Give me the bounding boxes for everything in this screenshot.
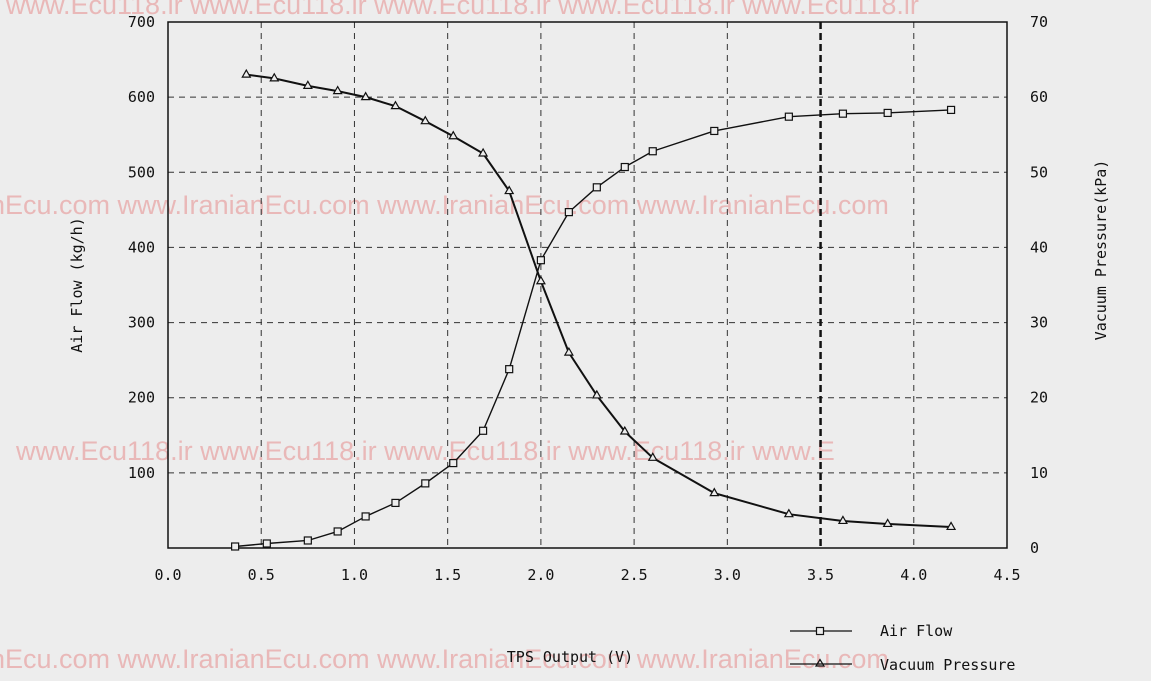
vacuum-data-point xyxy=(390,100,401,110)
vacuum-data-point xyxy=(241,68,252,78)
airflow-data-point xyxy=(449,458,458,468)
airflow-series-line xyxy=(235,109,952,548)
vacuum-data-point xyxy=(882,518,893,528)
y2-tick-label: 60 xyxy=(1030,88,1048,106)
x-tick-label: 1.5 xyxy=(434,566,461,584)
legend: Air Flow Vacuum Pressure xyxy=(790,622,1015,674)
vacuum-data-point xyxy=(563,346,574,356)
vacuum-data-point xyxy=(783,508,794,518)
airflow-data-point xyxy=(391,498,400,508)
vacuum-data-point xyxy=(420,115,431,125)
y2-tick-label: 40 xyxy=(1030,238,1048,256)
airflow-data-point xyxy=(648,147,657,156)
legend-label-vacuum: Vacuum Pressure xyxy=(880,656,1015,674)
x-tick-label: 0.5 xyxy=(248,566,275,584)
vacuum-data-point xyxy=(647,452,658,461)
y-tick-label: 200 xyxy=(128,389,155,407)
airflow-data-point xyxy=(262,539,271,548)
airflow-data-point xyxy=(784,112,793,121)
y2-axis-title: Vacuum Pressure(kPa) xyxy=(1092,160,1110,341)
tick-labels: 0.0 0.5 1.0 1.5 2.0 2.5 3.0 3.5 4.0 4.57006005004… xyxy=(128,13,1048,584)
airflow-data-point xyxy=(946,105,956,115)
airflow-data-point xyxy=(592,183,601,192)
plot-frame xyxy=(167,21,1008,549)
legend-label-airflow: Air Flow xyxy=(880,622,953,640)
airflow-data-point xyxy=(838,109,848,118)
legend-square-marker xyxy=(815,626,825,636)
vacuum-data-point xyxy=(448,130,459,140)
airflow-data-point xyxy=(883,108,892,118)
y2-tick-label: 30 xyxy=(1030,314,1048,332)
legend-triangle-marker xyxy=(814,658,826,667)
airflow-data-point xyxy=(361,512,370,521)
watermark-layer: www.Ecu118.ir www.Ecu118.ir www.Ecu118.i… xyxy=(0,0,919,674)
airflow-data-point xyxy=(710,126,719,136)
vacuum-data-point xyxy=(535,275,546,285)
x-tick-label: 3.0 xyxy=(714,566,741,584)
watermark-text: www.Ecu118.ir www.Ecu118.ir www.Ecu118.i… xyxy=(5,0,919,20)
y-tick-label: 600 xyxy=(128,88,155,106)
vacuum-series-line xyxy=(246,73,952,528)
watermark-text: nEcu.com www.IranianEcu.com www.IranianE… xyxy=(0,644,889,674)
vacuum-data-point xyxy=(837,515,848,525)
vacuum-data-point xyxy=(946,521,957,531)
airflow-data-point xyxy=(620,162,629,172)
y2-tick-label: 50 xyxy=(1030,163,1048,181)
airflow-data-point xyxy=(478,426,488,435)
airflow-data-point xyxy=(564,208,573,217)
airflow-data-point xyxy=(536,256,545,265)
vacuum-data-point xyxy=(302,80,313,89)
watermark-text: www.Ecu118.ir www.Ecu118.ir www.Ecu118.i… xyxy=(15,436,835,466)
vacuum-data-point xyxy=(591,389,602,399)
y-tick-label: 100 xyxy=(128,464,155,482)
vacuum-data-point xyxy=(360,91,371,101)
vacuum-data-point xyxy=(478,147,489,157)
y-tick-label: 400 xyxy=(128,238,155,256)
y2-tick-label: 20 xyxy=(1030,389,1048,407)
x-tick-label: 4.0 xyxy=(900,566,927,584)
grid-layer xyxy=(168,22,1007,548)
airflow-data-point xyxy=(505,365,514,374)
x-tick-label: 4.5 xyxy=(993,566,1020,584)
watermark-text: nEcu.com www.IranianEcu.com www.IranianE… xyxy=(0,190,889,220)
airflow-data-point xyxy=(231,542,240,551)
y-tick-label: 500 xyxy=(128,163,155,181)
vacuum-data-point xyxy=(269,72,280,82)
vacuum-data-point xyxy=(332,85,343,95)
y2-tick-label: 10 xyxy=(1030,464,1048,482)
y2-tick-label: 70 xyxy=(1030,13,1048,31)
y-tick-label: 700 xyxy=(128,13,155,31)
vacuum-data-point xyxy=(619,425,630,435)
vacuum-data-point xyxy=(709,487,720,497)
airflow-data-point xyxy=(333,527,342,536)
y2-tick-label: 0 xyxy=(1030,539,1039,557)
x-tick-label: 3.5 xyxy=(807,566,834,584)
airflow-data-point xyxy=(303,536,312,545)
vacuum-data-point xyxy=(504,185,515,195)
airflow-data-point xyxy=(421,479,430,488)
y-tick-label: 300 xyxy=(128,314,155,332)
series-layer xyxy=(231,68,957,551)
x-tick-label: 0.0 xyxy=(154,566,181,584)
x-tick-label: 1.0 xyxy=(341,566,368,584)
y-axis-title: Air Flow (kg/h) xyxy=(68,217,86,352)
x-axis-title: TPS Output (V) xyxy=(507,648,633,666)
x-tick-label: 2.5 xyxy=(621,566,648,584)
x-tick-label: 2.0 xyxy=(527,566,554,584)
